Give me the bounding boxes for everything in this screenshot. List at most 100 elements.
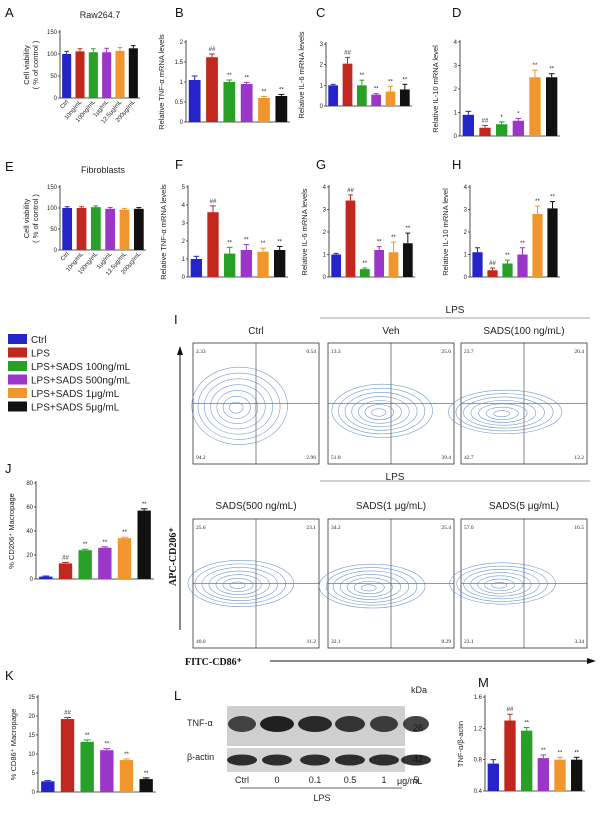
bar-F xyxy=(190,259,202,277)
y-tick-label-G: 0 xyxy=(323,275,327,281)
sig-mark-B: ** xyxy=(244,75,249,81)
bar-A xyxy=(102,52,112,98)
y-axis-label-A: Cell viability xyxy=(22,45,31,85)
sig-mark-C: ** xyxy=(388,79,393,85)
legend-label: LPS+SADS 5μg/mL xyxy=(31,403,120,414)
flow-plot-title: SADS(1 μg/mL) xyxy=(356,501,426,512)
chart-title-E: Fibroblasts xyxy=(81,165,126,175)
flow-quadrant-lr: 3.34 xyxy=(574,639,584,645)
bar-H xyxy=(547,208,558,277)
y-tick-label-G: 1 xyxy=(323,253,327,259)
sig-mark-J: ## xyxy=(62,555,69,561)
flow-x-axis-label: FITC-CD86⁺ xyxy=(185,657,242,668)
panel-label-A: A xyxy=(5,5,14,20)
flow-quadrant-ur: 23.1 xyxy=(306,525,316,531)
flow-contour xyxy=(484,578,516,592)
panel-label-I: I xyxy=(174,312,178,327)
y-tick-label-B: 0 xyxy=(180,120,184,126)
y-axis-label-H: Relative IL-10 mRNA level xyxy=(441,188,450,276)
bar-F xyxy=(207,212,219,277)
y-tick-label-M: 0.4 xyxy=(474,789,483,795)
sig-mark-M: ## xyxy=(507,707,514,713)
flow-contour xyxy=(201,567,278,601)
y-tick-label-E: 150 xyxy=(47,185,58,191)
y-tick-label-J: 60 xyxy=(26,505,33,511)
blot-unit-label: μg/mL xyxy=(397,776,422,786)
blot-band-tnf xyxy=(228,716,256,732)
legend: Ctrl LPS LPS+SADS 100ng/mL LPS+SADS 500ng/m… xyxy=(8,334,131,414)
sig-mark-D: ** xyxy=(549,67,554,73)
chart-F: F 0 1 2 3 4 5 Relative TNF-α mRNA levels ## ** ** *… xyxy=(159,157,288,281)
sig-mark-J: ** xyxy=(142,502,147,508)
bar-B xyxy=(188,80,201,122)
flow-plot-title: SADS(500 ng/mL) xyxy=(215,501,296,512)
legend-swatch xyxy=(8,347,27,358)
y-tick-label-F: 5 xyxy=(182,185,186,191)
y-tick-label-B: 2 xyxy=(180,40,184,46)
flow-contour xyxy=(229,401,244,414)
western-blot-panel: L kDa TNF-α β-actin 26 42 Ctrl00.10.515 … xyxy=(174,685,431,803)
flow-quadrant-ul: 25.6 xyxy=(196,525,206,531)
y-tick-label-D: 1 xyxy=(454,111,458,117)
sig-mark-D: * xyxy=(517,111,520,117)
panel-label-G: G xyxy=(316,157,326,172)
flow-contour xyxy=(344,392,418,431)
sig-mark-F: ** xyxy=(277,239,282,245)
flow-contour xyxy=(229,581,246,589)
y-tick-label-G: 2 xyxy=(323,230,327,236)
y-tick-label-K: 10 xyxy=(28,752,35,758)
lps-mid-label: LPS xyxy=(386,472,405,483)
bar-D xyxy=(512,120,524,136)
sig-mark-G: ** xyxy=(377,240,382,246)
flow-contour xyxy=(357,400,402,424)
flow-contour xyxy=(215,574,262,595)
bar-H xyxy=(502,263,513,277)
y-tick-label-F: 4 xyxy=(182,203,186,209)
y-tick-label-D: 0 xyxy=(454,134,458,140)
flow-contour xyxy=(449,562,556,605)
bar-C xyxy=(328,85,339,106)
flow-contour xyxy=(210,384,266,430)
sig-mark-F: ** xyxy=(227,240,232,246)
legend-label: LPS+SADS 100ng/mL xyxy=(31,362,131,373)
blot-band-actin xyxy=(401,754,431,766)
flow-contour xyxy=(187,559,295,608)
bar-C xyxy=(371,94,382,106)
y-tick-label-J: 0 xyxy=(30,577,34,583)
bar-G xyxy=(402,243,413,277)
bar-G xyxy=(388,252,399,277)
flow-quadrant-lr: 11.2 xyxy=(307,639,317,645)
blot-lane-label: Ctrl xyxy=(235,775,249,785)
flow-contour xyxy=(222,395,251,419)
sig-mark-C: ** xyxy=(359,73,364,79)
bar-C xyxy=(342,63,353,106)
blot-band-tnf xyxy=(260,716,294,732)
y-tick-label-C: 2 xyxy=(320,63,324,69)
bar-G xyxy=(374,250,385,277)
flow-contour xyxy=(331,383,433,438)
legend-label: LPS xyxy=(31,349,50,360)
bar-A xyxy=(128,48,138,98)
flow-contour xyxy=(351,396,410,428)
flow-contour xyxy=(485,406,519,420)
sig-mark-H: ## xyxy=(489,261,496,267)
bar-D xyxy=(479,127,491,136)
flow-contour xyxy=(360,584,377,592)
sig-mark-M: ** xyxy=(541,748,546,754)
flow-contour xyxy=(456,565,548,602)
x-tick-label-E: Ctrl xyxy=(60,251,71,262)
bar-M xyxy=(521,730,533,791)
sig-mark-M: ** xyxy=(574,750,579,756)
flow-quadrant-ll: 42.7 xyxy=(464,455,474,461)
y-tick-label-J: 80 xyxy=(26,481,33,487)
flow-contour xyxy=(470,572,532,597)
flow-x-arrowhead xyxy=(587,658,596,664)
bar-J xyxy=(137,510,151,579)
sig-mark-B: ** xyxy=(227,73,232,79)
bar-E xyxy=(76,208,87,250)
chart-title-A: Raw264.7 xyxy=(80,10,121,20)
legend-swatch xyxy=(8,388,27,398)
blot-row-label-tnf: TNF-α xyxy=(187,718,213,728)
